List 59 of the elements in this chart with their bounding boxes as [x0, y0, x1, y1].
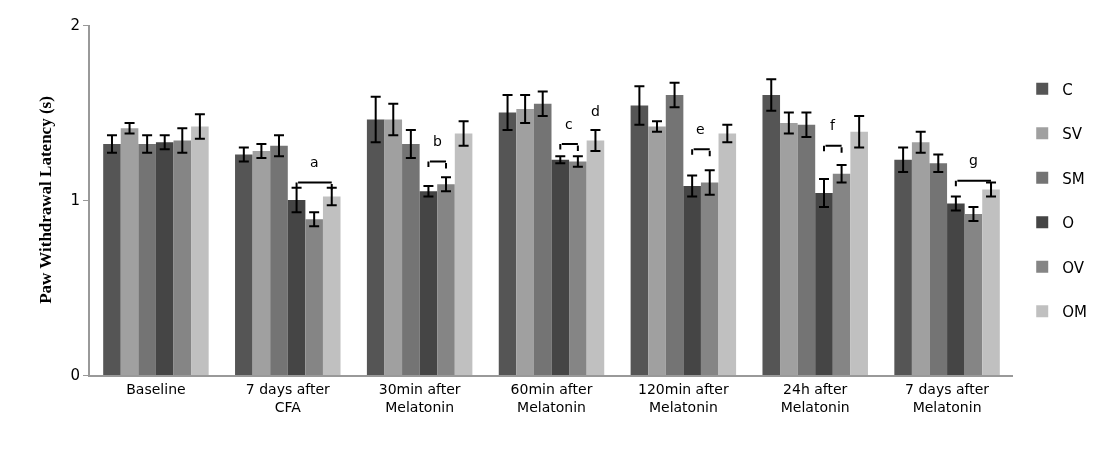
bar [797, 124, 816, 375]
bar [683, 186, 701, 375]
bar [569, 161, 587, 375]
bar [419, 191, 438, 375]
bar [929, 163, 948, 375]
bar [630, 105, 649, 375]
x-tick-label: 120min after Melatonin [638, 380, 729, 415]
bar [894, 159, 912, 375]
x-tick-label: Baseline [126, 380, 186, 397]
annotation: d [591, 103, 600, 119]
bar [366, 119, 385, 375]
y-tick-label: 0 [70, 366, 80, 385]
bar [103, 144, 121, 375]
bar [832, 173, 851, 375]
bar [850, 131, 868, 375]
bar [964, 214, 983, 375]
bar [815, 193, 833, 375]
annotation: g [969, 152, 978, 168]
bar [235, 154, 253, 375]
bar [305, 219, 323, 375]
x-tick-label: 24h after Melatonin [780, 380, 850, 415]
bar [173, 140, 192, 375]
x-tick-label: 60min after Melatonin [510, 380, 593, 415]
legend-label: SM [1062, 169, 1085, 188]
annotation: f [830, 117, 836, 133]
bar [762, 95, 781, 375]
bar [982, 189, 1000, 375]
bar [665, 95, 684, 375]
annotation: e [696, 121, 705, 137]
bar [551, 159, 570, 375]
bar [322, 196, 341, 375]
bar [437, 184, 455, 375]
legend-label: OM [1062, 303, 1087, 322]
annotation: a [310, 154, 319, 170]
x-tick-label: 30min after Melatonin [378, 380, 461, 415]
bar [155, 142, 174, 375]
y-tick-label: 1 [70, 191, 80, 210]
bar [718, 133, 737, 375]
y-axis-title: Paw Withdrawal Latency (s) [35, 96, 55, 304]
bar [586, 140, 605, 375]
bar [498, 112, 517, 375]
bar [270, 145, 288, 375]
bar [191, 126, 209, 375]
bar [454, 133, 473, 375]
annotation: b [433, 133, 442, 149]
bar [700, 182, 719, 375]
legend-label: C [1062, 80, 1073, 99]
x-tick-label: 7 days after Melatonin [905, 380, 990, 415]
y-tick-label: 2 [70, 16, 80, 35]
x-tick-label: 7 days after CFA [245, 380, 331, 415]
legend-label: OV [1062, 258, 1085, 277]
bar [947, 203, 965, 375]
bar [287, 200, 306, 375]
legend-label: SV [1062, 125, 1083, 144]
legend-label: O [1062, 214, 1075, 233]
annotation: c [565, 116, 573, 132]
bar [533, 103, 552, 375]
bar [138, 144, 156, 375]
bar [402, 144, 420, 375]
